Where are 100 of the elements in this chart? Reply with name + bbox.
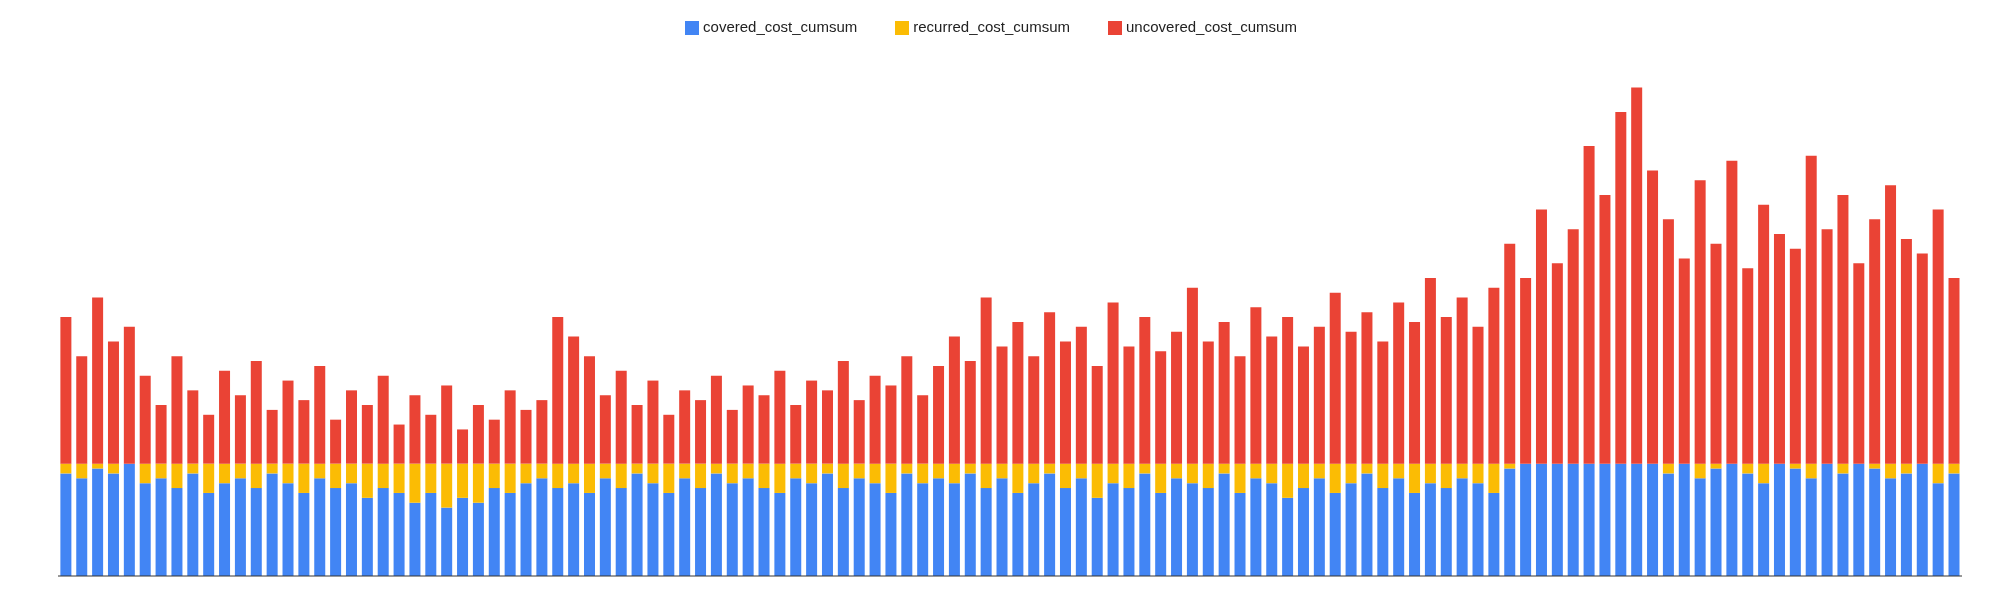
bar	[1710, 468, 1722, 576]
bar	[869, 463, 881, 484]
bar	[1377, 463, 1389, 489]
bar	[92, 463, 104, 469]
bar	[282, 380, 294, 464]
bar	[663, 492, 675, 576]
bar	[139, 483, 151, 576]
bar	[742, 478, 754, 576]
bar	[806, 380, 818, 464]
bar	[1329, 463, 1341, 493]
bar	[583, 463, 595, 493]
bar	[361, 497, 373, 576]
bar	[710, 375, 722, 464]
bar	[1091, 463, 1103, 498]
bar	[1805, 478, 1817, 576]
bar	[1662, 463, 1674, 474]
bar	[219, 463, 231, 484]
bar	[901, 473, 913, 576]
bar	[1297, 346, 1309, 464]
bar	[1662, 473, 1674, 576]
bar	[695, 463, 707, 489]
bar	[187, 463, 199, 474]
bar	[472, 502, 484, 576]
bar	[1758, 463, 1770, 484]
bar	[917, 463, 929, 484]
bar	[1393, 302, 1405, 464]
bar	[1139, 463, 1151, 474]
bar	[1837, 194, 1849, 464]
bar	[853, 463, 865, 479]
bar	[1012, 492, 1024, 576]
bar	[1059, 341, 1071, 464]
bar	[187, 473, 199, 576]
bar	[948, 463, 960, 484]
bar	[917, 395, 929, 464]
bar	[1186, 463, 1198, 484]
bar	[1647, 170, 1659, 464]
bar	[1583, 146, 1595, 464]
bar	[107, 473, 119, 576]
bar	[123, 463, 135, 576]
bar	[1647, 463, 1659, 576]
bar	[631, 405, 643, 464]
bar	[1075, 463, 1087, 479]
bar	[488, 488, 500, 576]
bar	[425, 414, 437, 464]
bar	[1853, 263, 1865, 464]
bar	[1377, 488, 1389, 576]
bar	[774, 463, 786, 493]
bar	[1313, 463, 1325, 479]
bar	[1329, 492, 1341, 576]
bar	[1472, 483, 1484, 576]
bar	[1012, 321, 1024, 464]
bar	[282, 463, 294, 484]
bar	[472, 405, 484, 464]
bar	[504, 492, 516, 576]
bar	[1885, 463, 1897, 479]
bar	[1551, 263, 1563, 464]
bar	[1456, 463, 1468, 479]
bar	[1028, 483, 1040, 576]
bar	[821, 390, 833, 464]
bar	[1107, 463, 1119, 484]
bar	[552, 488, 564, 576]
bar	[345, 483, 357, 576]
bar	[1266, 463, 1278, 484]
bar	[457, 429, 469, 464]
bar	[155, 463, 167, 479]
bar	[837, 361, 849, 464]
bar	[1472, 326, 1484, 464]
bar	[1758, 204, 1770, 464]
bar	[520, 463, 532, 484]
bar	[155, 405, 167, 464]
bar	[139, 463, 151, 484]
bar	[203, 463, 215, 493]
bar	[1409, 321, 1421, 464]
bar	[76, 356, 88, 464]
bar	[837, 488, 849, 576]
bar	[361, 463, 373, 498]
bar	[885, 385, 897, 464]
bar	[1234, 356, 1246, 464]
bar	[187, 390, 199, 464]
bar	[1678, 258, 1690, 464]
bar	[710, 463, 722, 474]
legend-label: recurred_cost_cumsum	[913, 18, 1071, 35]
bar	[885, 492, 897, 576]
bar	[107, 341, 119, 464]
bar	[1202, 488, 1214, 576]
bar	[409, 463, 421, 503]
bar	[1948, 277, 1960, 464]
bar	[1885, 185, 1897, 464]
bar	[60, 317, 72, 464]
bar	[155, 478, 167, 576]
bar	[1282, 463, 1294, 498]
bar	[663, 414, 675, 464]
bar	[1742, 463, 1754, 474]
bar	[345, 390, 357, 464]
bar	[314, 478, 326, 576]
bar	[1409, 463, 1421, 493]
bar	[266, 463, 278, 474]
bar	[1520, 463, 1532, 576]
bar	[488, 463, 500, 489]
bar	[901, 356, 913, 464]
